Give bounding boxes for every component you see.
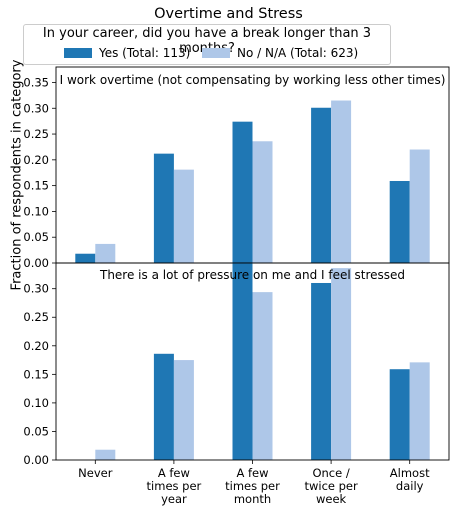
ytick-label-p1-2: 0.10 [23, 204, 49, 218]
ytick-label-p2-6: 0.30 [23, 282, 49, 296]
xtick-label-4-line-1: Once / [312, 466, 349, 480]
xtick-label-3-line-3: month [234, 492, 271, 506]
bar-p1-s2-c5 [409, 149, 430, 263]
bar-p2-s2-c3 [252, 292, 273, 460]
xtick-label-2-line-1: A few [158, 466, 190, 480]
bar-p2-s1-c2 [153, 353, 174, 460]
ytick-label-p2-5: 0.25 [23, 310, 49, 324]
ytick-label-p1-5: 0.25 [23, 127, 49, 141]
bar-p1-s1-c2 [153, 153, 174, 263]
bar-p2-s2-c4 [331, 268, 352, 460]
legend-label-no: No / N/A (Total: 623) [237, 46, 359, 60]
ytick-label-p2-3: 0.15 [23, 367, 49, 381]
bar-p2-s2-c5 [409, 362, 430, 460]
xtick-label-3-line-1: A few [236, 466, 268, 480]
xtick-label-1-line-1: Never [78, 466, 113, 480]
ytick-label-p2-0: 0.00 [23, 453, 49, 467]
panel-title-p2: There is a lot of pressure on me and I f… [99, 268, 405, 282]
bar-p1-s2-c3 [252, 141, 273, 263]
panel-title-p1: I work overtime (not compensating by wor… [60, 73, 446, 87]
bar-p2-s1-c5 [389, 369, 410, 460]
bar-p2-s2-c2 [173, 360, 194, 460]
ytick-label-p1-7: 0.35 [23, 75, 49, 89]
ytick-label-p1-3: 0.15 [23, 179, 49, 193]
bar-p1-s1-c3 [232, 121, 253, 263]
bar-p1-s2-c1 [95, 243, 116, 263]
ytick-label-p2-4: 0.20 [23, 339, 49, 353]
legend-entry-no: No / N/A (Total: 623) [202, 46, 358, 60]
ytick-label-p2-1: 0.05 [23, 424, 49, 438]
bar-p1-s1-c1 [75, 253, 96, 263]
ytick-label-p2-2: 0.10 [23, 396, 49, 410]
chart-title: Overtime and Stress [154, 6, 303, 22]
xtick-label-2-line-3: year [161, 492, 187, 506]
xtick-label-4-line-3: week [316, 492, 347, 506]
bar-p2-s1-c4 [311, 282, 332, 460]
ytick-label-p1-1: 0.05 [23, 230, 49, 244]
bar-p1-s2-c2 [173, 169, 194, 263]
bar-p1-s1-c5 [389, 180, 410, 263]
bar-p2-s2-c1 [95, 449, 116, 460]
bar-p1-s1-c4 [311, 107, 332, 263]
xtick-label-2-line-2: times per [147, 479, 202, 493]
legend: In your career, did you have a break lon… [23, 24, 391, 65]
xtick-label-5-line-2: daily [396, 479, 424, 493]
legend-swatch-yes [64, 48, 92, 58]
xtick-label-3-line-2: times per [225, 479, 280, 493]
bar-p1-s2-c4 [331, 100, 352, 263]
xtick-label-4-line-2: twice per [304, 479, 358, 493]
ytick-label-p1-0: 0.00 [23, 256, 49, 270]
ytick-label-p1-4: 0.20 [23, 153, 49, 167]
legend-swatch-no [202, 48, 230, 58]
ytick-label-p1-6: 0.30 [23, 101, 49, 115]
bar-p2-s1-c3 [232, 263, 253, 460]
legend-label-yes: Yes (Total: 113) [99, 46, 191, 60]
xtick-label-5-line-1: Almost [390, 466, 430, 480]
legend-entry-yes: Yes (Total: 113) [64, 46, 190, 60]
